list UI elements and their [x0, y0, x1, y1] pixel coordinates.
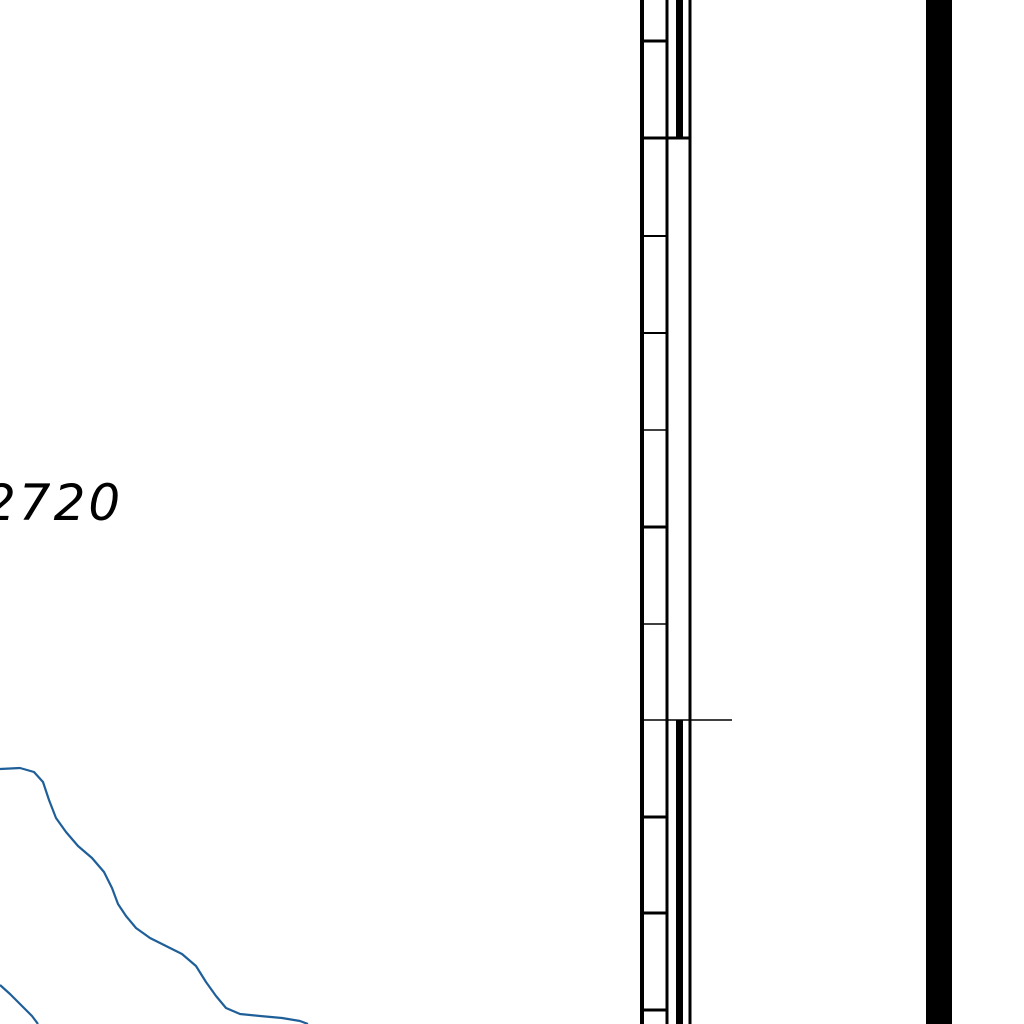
outer-neatline — [926, 0, 952, 1024]
map-border-ticks — [642, 39, 667, 1012]
contour-elevation-label: 2720 — [0, 474, 124, 532]
map-border-frame — [640, 0, 692, 1024]
map-border-scale-bar — [667, 0, 690, 1024]
stream-line-upper — [0, 766, 309, 1024]
stream-line-lower — [0, 984, 39, 1024]
